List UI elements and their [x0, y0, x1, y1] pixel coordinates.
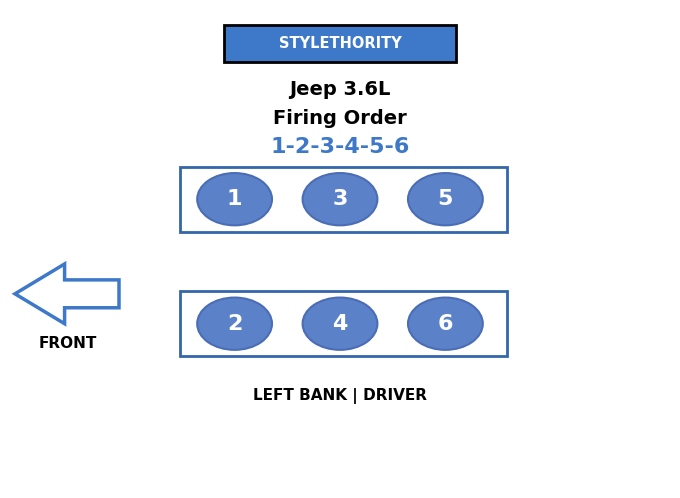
Text: Firing Order: Firing Order [273, 109, 407, 128]
Text: 6: 6 [438, 314, 453, 334]
Bar [180, 167, 507, 232]
Polygon shape [15, 264, 119, 324]
Text: Jeep 3.6L: Jeep 3.6L [289, 80, 391, 99]
Text: 4: 4 [333, 314, 347, 334]
Text: STYLETHORITY: STYLETHORITY [279, 36, 401, 51]
Ellipse shape [303, 173, 377, 225]
Bar [224, 25, 456, 62]
Text: 1: 1 [227, 189, 242, 209]
Text: 5: 5 [438, 189, 453, 209]
Text: 3: 3 [333, 189, 347, 209]
Text: 1-2-3-4-5-6: 1-2-3-4-5-6 [271, 137, 409, 157]
Text: 2: 2 [227, 314, 242, 334]
Ellipse shape [408, 297, 483, 350]
Ellipse shape [408, 173, 483, 225]
Text: FRONT: FRONT [39, 336, 97, 351]
Bar [180, 291, 507, 356]
Ellipse shape [197, 173, 272, 225]
Ellipse shape [197, 297, 272, 350]
Ellipse shape [303, 297, 377, 350]
Text: RIGHT BANK | PASSENGER: RIGHT BANK | PASSENGER [228, 169, 452, 185]
Text: LEFT BANK | DRIVER: LEFT BANK | DRIVER [253, 388, 427, 404]
